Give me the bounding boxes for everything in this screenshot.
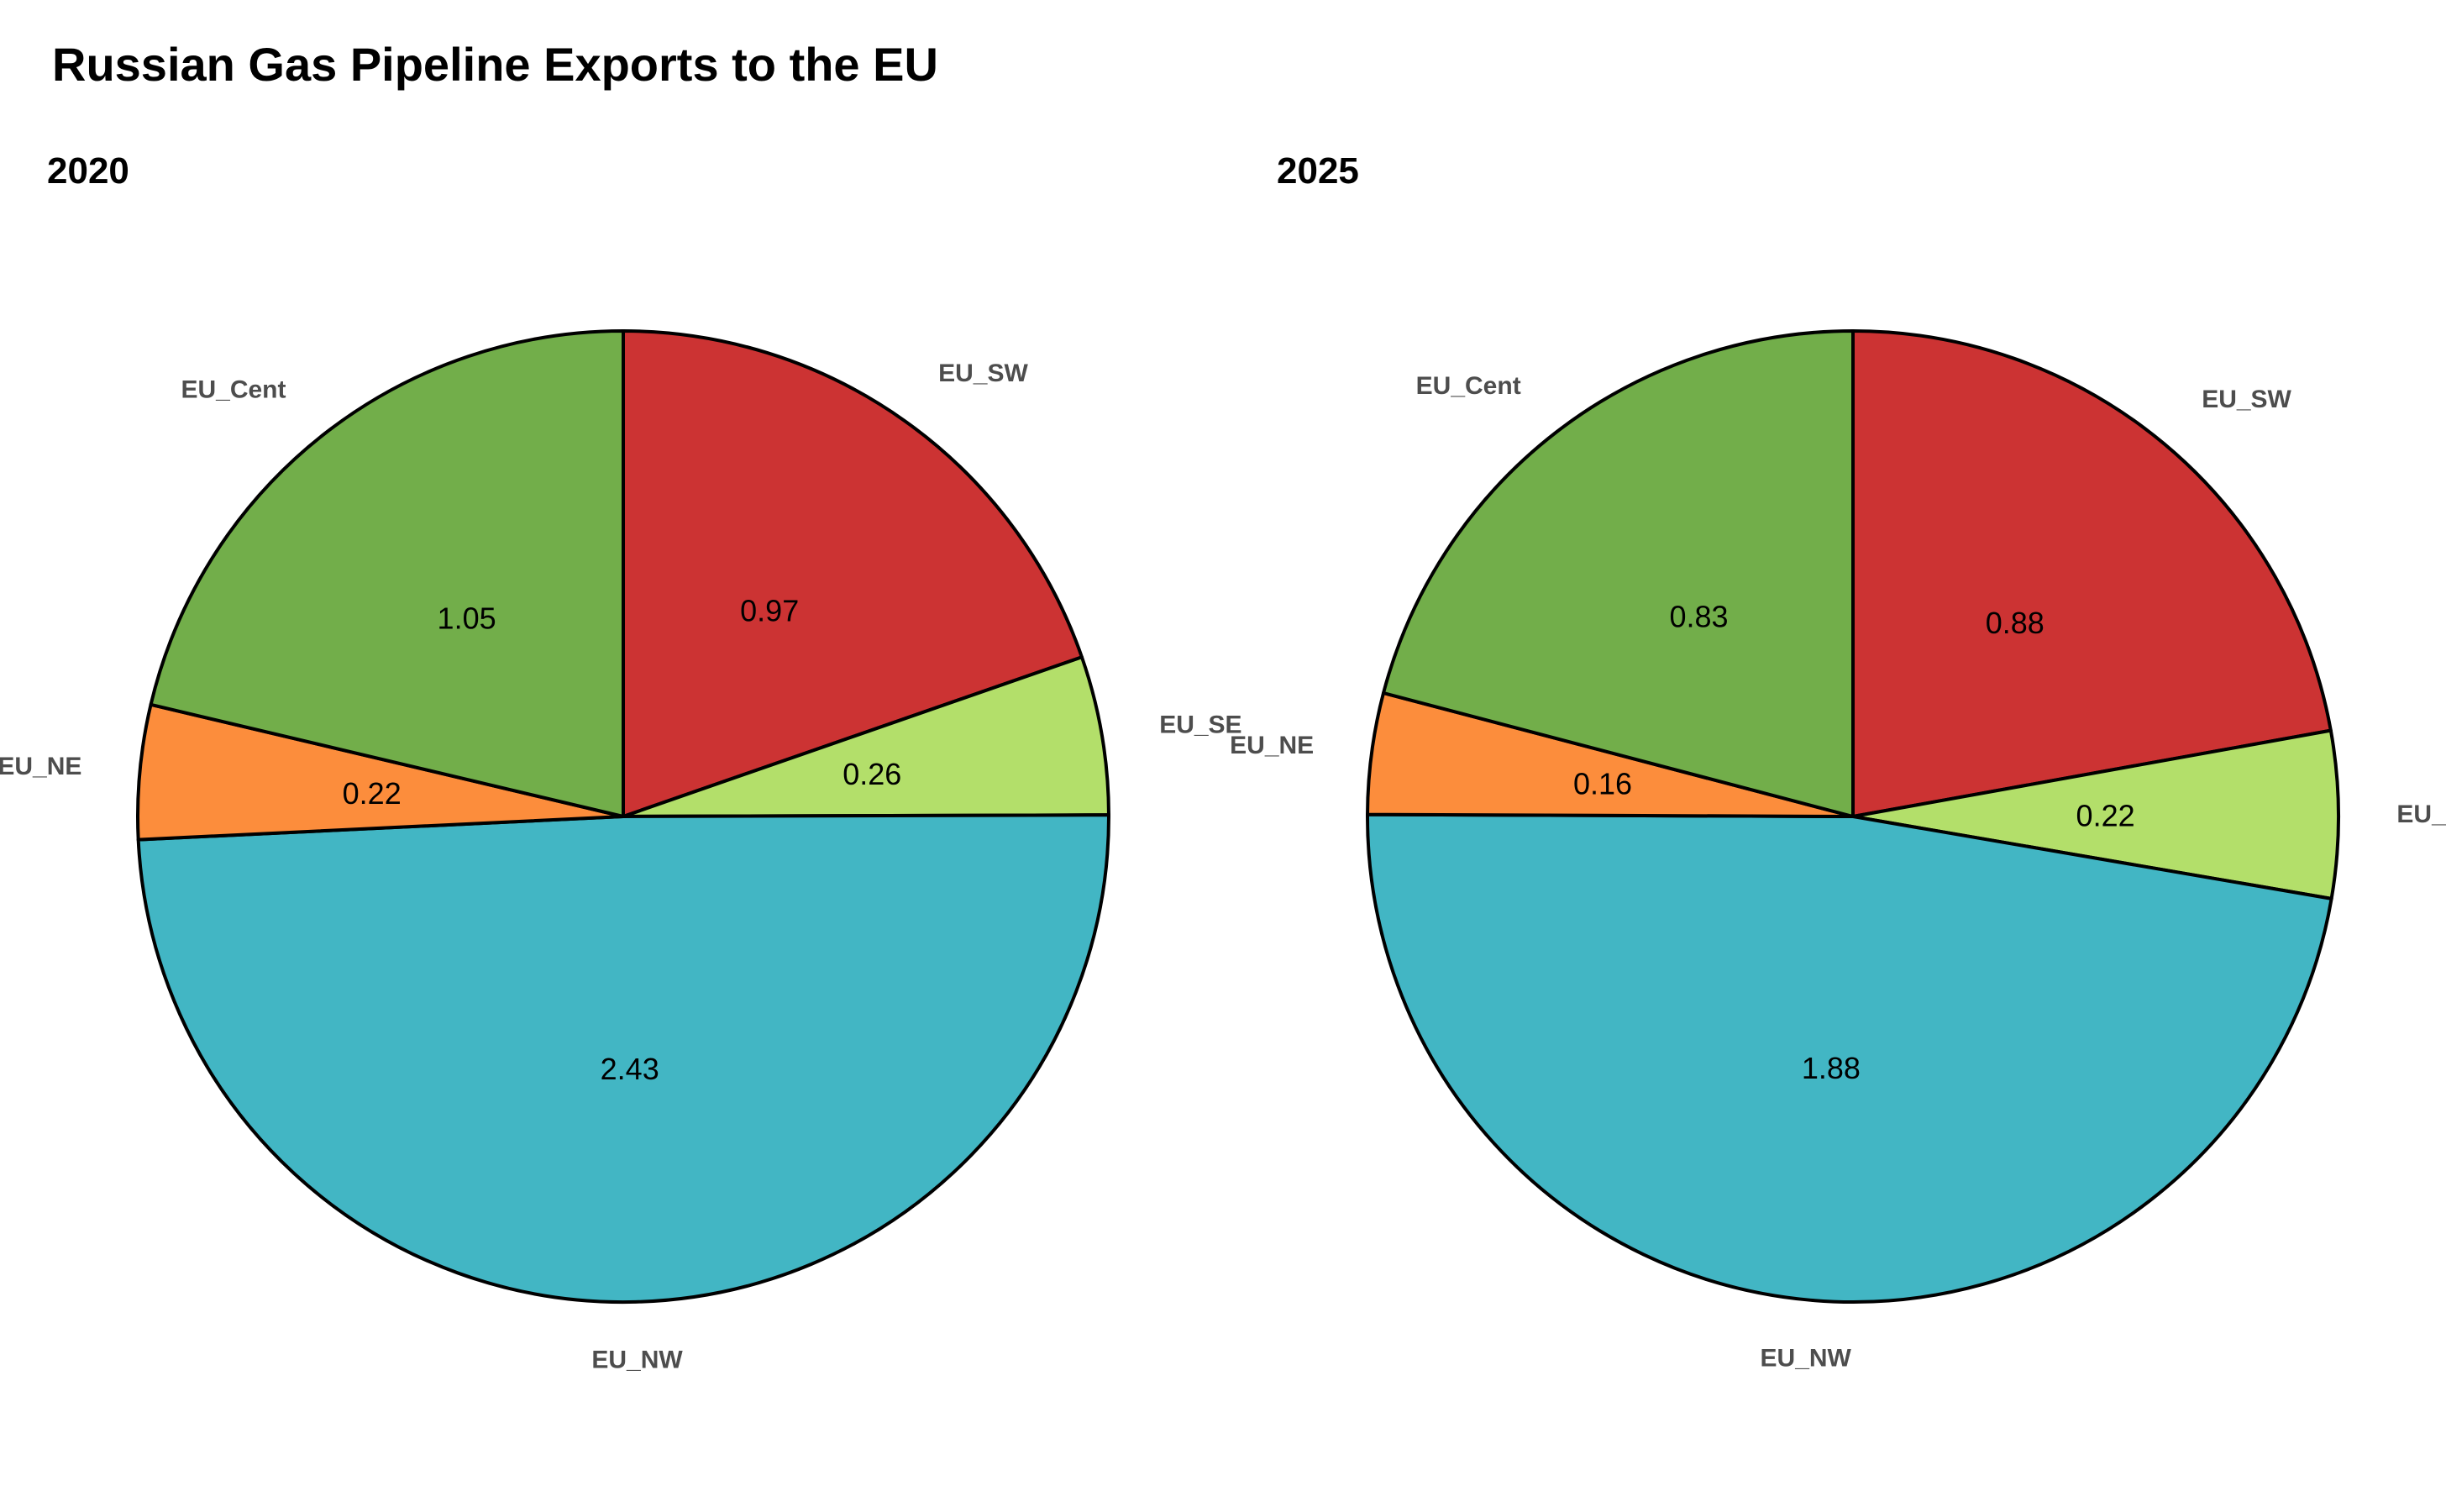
- pie-panel-2025: 2025 0.88 EU_SW 0.22 EU_SE 1.88 EU_NW 0.16 EU_NE…: [1230, 150, 2446, 1372]
- value-label-eu-nw: 1.88: [1802, 1051, 1861, 1085]
- slice-label-eu-se: EU_SE: [1159, 711, 1241, 739]
- value-label-eu-ne: 0.22: [343, 776, 402, 811]
- value-label-eu-ne: 0.16: [1573, 766, 1632, 801]
- slice-label-eu-ne: EU_NE: [1230, 732, 1314, 759]
- slice-label-eu-se: EU_SE: [2396, 801, 2446, 828]
- pie-slice-eu-nw: [136, 813, 1111, 1305]
- value-label-eu-sw: 0.88: [1986, 606, 2044, 640]
- pie-title: 2025: [1277, 150, 1359, 192]
- slice-label-eu-cent: EU_Cent: [1416, 372, 1521, 400]
- pie-panel-2020: 2020 0.97 EU_SW 0.26 EU_SE 2.43 EU_NW 0.22 EU_NE…: [0, 150, 1242, 1374]
- value-label-eu-nw: 2.43: [601, 1052, 659, 1086]
- pie-slice-eu-cent: [149, 329, 625, 818]
- value-label-eu-sw: 0.97: [740, 594, 799, 628]
- slice-label-eu-sw: EU_SW: [2202, 386, 2291, 413]
- slice-label-eu-nw: EU_NW: [591, 1347, 683, 1374]
- slice-label-eu-sw: EU_SW: [938, 360, 1028, 387]
- pie-slice-eu-sw: [622, 329, 1084, 818]
- pie-slice-eu-ne: [136, 702, 625, 842]
- slice-label-eu-cent: EU_Cent: [181, 376, 286, 404]
- value-label-eu-cent: 1.05: [438, 601, 496, 636]
- figure-title: Russian Gas Pipeline Exports to the EU: [52, 38, 938, 91]
- value-label-eu-se: 0.26: [842, 757, 901, 791]
- pie-slice-eu-sw: [1851, 329, 2333, 818]
- pie-slice-eu-nw: [1365, 812, 2333, 1304]
- pie-slice-eu-cent: [1382, 329, 1855, 818]
- slice-label-eu-nw: EU_NW: [1761, 1344, 1852, 1372]
- value-label-eu-cent: 0.83: [1669, 600, 1728, 634]
- slice-label-eu-ne: EU_NE: [0, 753, 81, 780]
- value-label-eu-se: 0.22: [2076, 798, 2135, 832]
- pie-slice-eu-se: [622, 655, 1110, 818]
- pie-title: 2020: [47, 150, 129, 192]
- pie-slice-eu-se: [1851, 728, 2340, 900]
